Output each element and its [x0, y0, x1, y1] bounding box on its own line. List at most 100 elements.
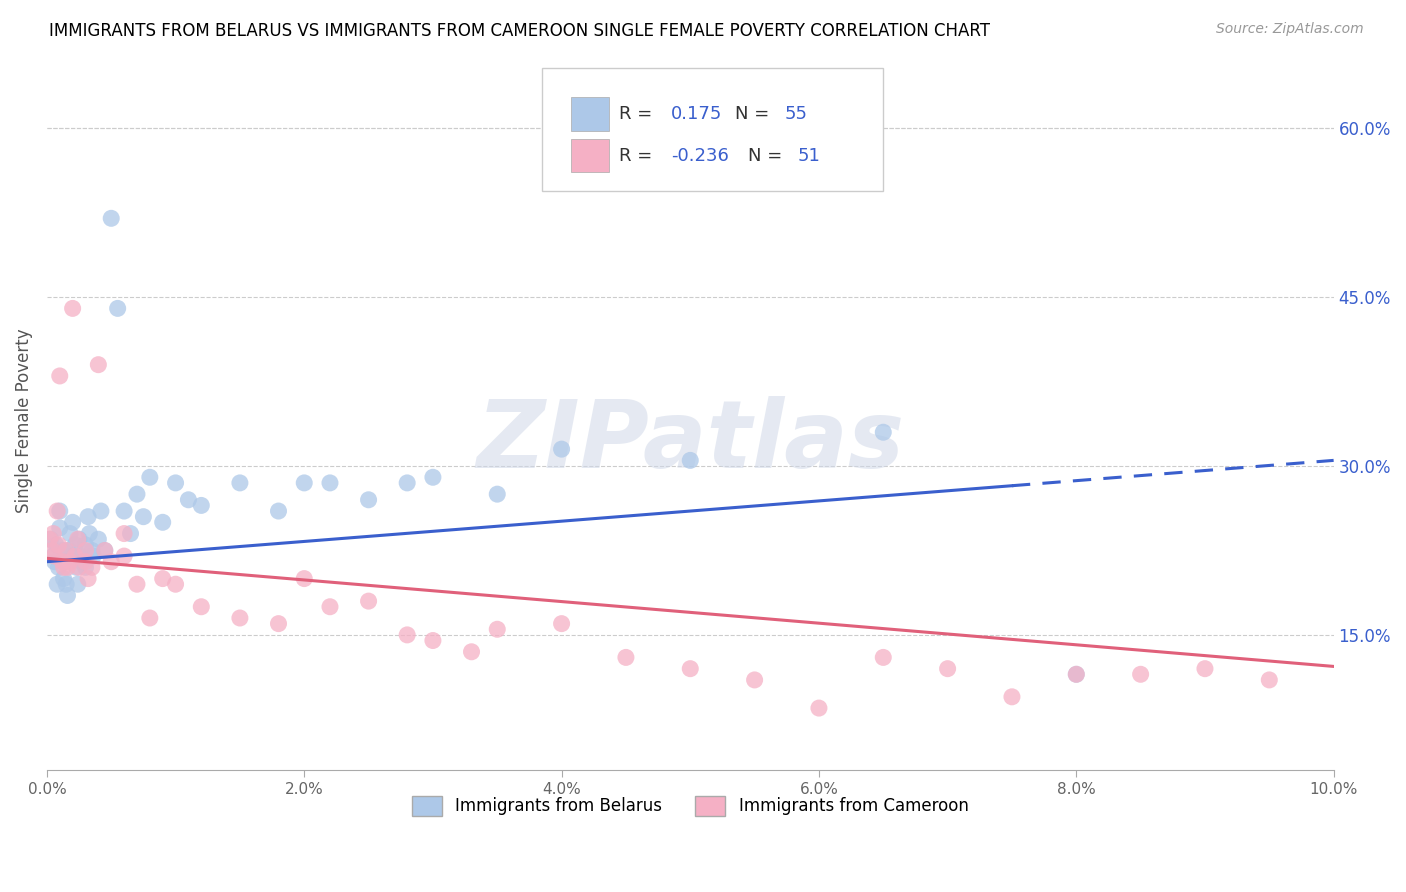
Point	[82, 549, 104, 563]
Point	[486, 487, 509, 501]
Point	[46, 577, 69, 591]
Point	[58, 543, 80, 558]
Point	[38, 532, 60, 546]
Point	[41, 543, 63, 558]
Point	[125, 487, 148, 501]
Point	[396, 475, 419, 490]
Y-axis label: Single Female Poverty: Single Female Poverty	[15, 328, 32, 513]
Point	[112, 549, 135, 563]
Point	[152, 572, 174, 586]
Point	[52, 560, 75, 574]
Point	[1129, 667, 1152, 681]
Text: R =: R =	[620, 146, 658, 165]
Point	[48, 560, 70, 574]
Point	[396, 628, 419, 642]
Point	[49, 521, 72, 535]
Point	[75, 560, 97, 574]
Point	[75, 555, 97, 569]
Point	[44, 555, 66, 569]
Point	[679, 453, 702, 467]
Point	[165, 577, 187, 591]
Point	[190, 599, 212, 614]
Point	[100, 211, 122, 226]
Point	[100, 555, 122, 569]
FancyBboxPatch shape	[571, 139, 609, 172]
Point	[292, 475, 315, 490]
Point	[48, 538, 70, 552]
Point	[66, 577, 89, 591]
Point	[53, 555, 76, 569]
Point	[45, 538, 67, 552]
Text: -0.236: -0.236	[671, 146, 728, 165]
Point	[70, 555, 93, 569]
Point	[120, 526, 142, 541]
Point	[56, 560, 79, 574]
Point	[87, 358, 110, 372]
Point	[39, 532, 62, 546]
Text: ZIPatlas: ZIPatlas	[477, 396, 904, 488]
Point	[292, 572, 315, 586]
Point	[51, 543, 73, 558]
Point	[139, 611, 162, 625]
Point	[486, 622, 509, 636]
Point	[62, 516, 84, 530]
Point	[69, 549, 91, 563]
Point	[165, 475, 187, 490]
Point	[936, 662, 959, 676]
Point	[422, 633, 444, 648]
Point	[46, 504, 69, 518]
Point	[132, 509, 155, 524]
Point	[1064, 667, 1087, 681]
Text: N =: N =	[735, 105, 775, 123]
Text: IMMIGRANTS FROM BELARUS VS IMMIGRANTS FROM CAMEROON SINGLE FEMALE POVERTY CORREL: IMMIGRANTS FROM BELARUS VS IMMIGRANTS FR…	[49, 22, 990, 40]
Text: 0.175: 0.175	[671, 105, 723, 123]
Point	[1064, 667, 1087, 681]
Point	[152, 516, 174, 530]
FancyBboxPatch shape	[543, 69, 883, 191]
Point	[51, 555, 73, 569]
Point	[267, 504, 290, 518]
Text: 51: 51	[797, 146, 820, 165]
Point	[63, 538, 86, 552]
Point	[62, 301, 84, 316]
Point	[56, 589, 79, 603]
Point	[59, 555, 82, 569]
Point	[55, 577, 77, 591]
Point	[357, 594, 380, 608]
Point	[125, 577, 148, 591]
Legend: Immigrants from Belarus, Immigrants from Cameroon: Immigrants from Belarus, Immigrants from…	[404, 788, 977, 824]
Point	[62, 549, 84, 563]
Text: Source: ZipAtlas.com: Source: ZipAtlas.com	[1216, 22, 1364, 37]
Point	[107, 301, 129, 316]
Point	[267, 616, 290, 631]
Point	[94, 543, 117, 558]
Point	[55, 543, 77, 558]
Point	[80, 560, 103, 574]
Point	[1001, 690, 1024, 704]
Point	[44, 549, 66, 563]
Point	[744, 673, 766, 687]
Point	[229, 475, 252, 490]
Point	[139, 470, 162, 484]
Text: R =: R =	[620, 105, 658, 123]
Point	[42, 549, 65, 563]
Point	[42, 526, 65, 541]
Point	[319, 475, 342, 490]
Point	[63, 549, 86, 563]
Point	[112, 526, 135, 541]
Point	[190, 499, 212, 513]
Point	[87, 532, 110, 546]
Point	[550, 442, 572, 457]
Point	[872, 425, 894, 440]
Text: 55: 55	[785, 105, 807, 123]
Point	[460, 645, 482, 659]
Point	[872, 650, 894, 665]
Point	[49, 504, 72, 518]
Point	[94, 543, 117, 558]
Point	[807, 701, 830, 715]
Point	[679, 662, 702, 676]
Point	[80, 543, 103, 558]
Point	[77, 572, 100, 586]
Point	[59, 526, 82, 541]
Point	[49, 368, 72, 383]
